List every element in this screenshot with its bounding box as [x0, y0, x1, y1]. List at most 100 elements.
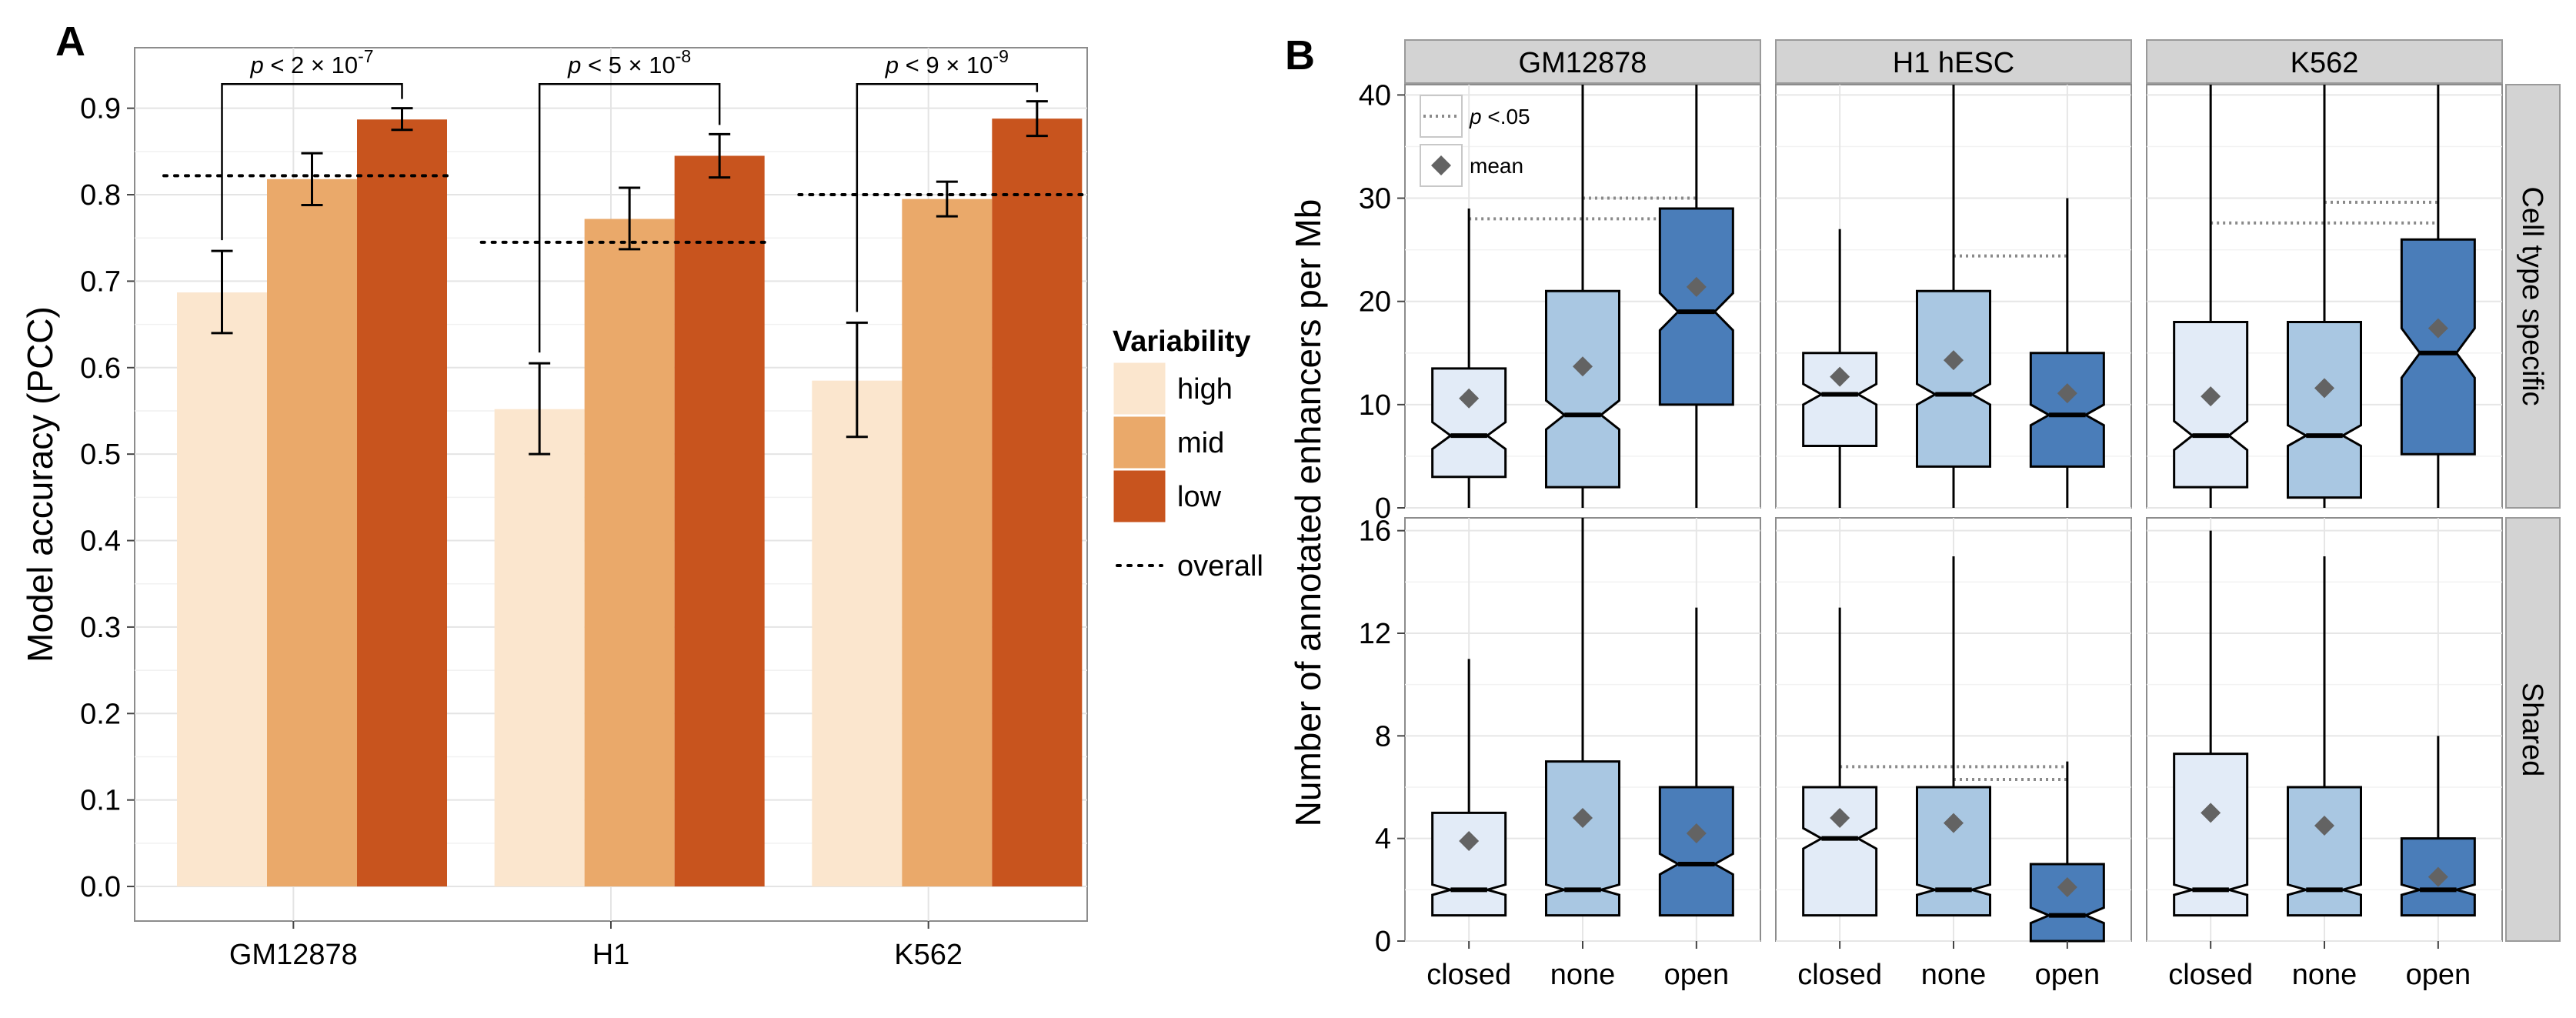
- mean-marker: [1686, 823, 1707, 843]
- error-bar-high-k562: [846, 321, 868, 439]
- bracket-line: [538, 82, 721, 353]
- box-closed: [1431, 208, 1507, 508]
- legend-label-high: high: [1177, 373, 1233, 406]
- box-body: [1916, 786, 1991, 917]
- box-open: [2029, 198, 2105, 508]
- box-closed: [1802, 607, 1878, 917]
- y-tick-label: 0.7: [80, 265, 121, 298]
- y-tick-label: 0: [1375, 926, 1391, 958]
- bar-high-gm12878: [177, 292, 267, 887]
- box-open: [1658, 85, 1734, 508]
- y-tick-label: 0.1: [80, 785, 121, 817]
- mean-marker: [1573, 808, 1593, 828]
- facet-shared-gm12878: [1404, 517, 1761, 942]
- legend-label-low: low: [1177, 481, 1222, 513]
- strip-label: K562: [2291, 47, 2359, 79]
- x-tick-label-open: open: [2035, 959, 2101, 991]
- box-open: [2400, 85, 2476, 508]
- box-body: [1658, 207, 1734, 406]
- panel-label-a: A: [55, 18, 85, 65]
- error-bar-mid-h1: [619, 186, 641, 251]
- box-body: [2287, 786, 2362, 917]
- box-body: [1802, 786, 1878, 917]
- p-value-label-gm12878: p < 2 × 10-7: [249, 46, 373, 78]
- inset-legend-sig-swatch: [1420, 95, 1463, 138]
- box-none: [2287, 556, 2362, 917]
- y-tick-label: 0.3: [80, 612, 121, 644]
- mean-marker: [2314, 816, 2334, 836]
- box-none: [1545, 518, 1620, 917]
- error-bar-mid-k562: [936, 180, 958, 218]
- p-value-label-h1: p < 5 × 10-8: [567, 46, 691, 78]
- box-none: [1916, 556, 1991, 917]
- strip-background: [1775, 39, 2132, 84]
- strip-background: [2146, 39, 2503, 84]
- y-tick-label: 8: [1375, 720, 1391, 753]
- panel-label-b: B: [1285, 32, 1315, 78]
- mean-marker: [1573, 356, 1593, 377]
- strip-label: Cell type specific: [2516, 186, 2548, 406]
- box-body: [1658, 786, 1734, 917]
- mean-marker: [2428, 318, 2448, 339]
- legend-swatch-mid: [1111, 414, 1168, 471]
- mean-marker: [1459, 831, 1480, 851]
- box-body: [2173, 753, 2249, 917]
- inset-legend-mean-marker: [1431, 155, 1451, 175]
- x-tick-label-gm12878: GM12878: [229, 939, 358, 971]
- y-tick-label: 0.5: [80, 439, 121, 471]
- box-open: [2029, 761, 2105, 943]
- x-tick-label-open: open: [2406, 959, 2471, 991]
- error-bar-low-gm12878: [391, 107, 413, 132]
- bar-mid-k562: [902, 199, 993, 887]
- box-none: [2287, 85, 2362, 508]
- strip-background: [2505, 517, 2561, 942]
- strip-background: [1404, 39, 1761, 84]
- y-tick-label: 20: [1359, 286, 1391, 319]
- inset-legend-sig-label: p <.05: [1469, 105, 1530, 129]
- panel-a-bar-chart: p < 2 × 10-7 p < 5 × 10-8 p < 9 × 10-9 0.0 0…: [20, 46, 1263, 971]
- mean-marker: [2201, 803, 2221, 823]
- panel-b-boxplot-grid: GM12878 H1 hESC K562 Cell type specific Shar…: [1288, 39, 2561, 991]
- x-tick-label-k562: K562: [894, 939, 963, 971]
- box-body: [1431, 811, 1507, 917]
- column-strip-k562: K562: [2146, 39, 2503, 84]
- bar-low-h1: [674, 155, 765, 887]
- significance-bracket-gm12878: p < 2 × 10-7: [221, 46, 403, 241]
- box-body: [1545, 760, 1620, 917]
- box-body: [1431, 367, 1507, 479]
- legend-title: Variability: [1113, 325, 1251, 358]
- y-tick-label: 0: [1375, 492, 1391, 525]
- facet-cell-type-specific-h1-hesc: [1775, 84, 2132, 509]
- facet-cell-type-specific-gm12878: [1404, 84, 1761, 509]
- bracket-line: [856, 82, 1039, 312]
- x-tick-label-open: open: [1664, 959, 1730, 991]
- significance-bracket-h1: p < 5 × 10-8: [538, 46, 721, 353]
- y-tick-label: 40: [1359, 79, 1391, 112]
- strip-label: H1 hESC: [1893, 47, 2014, 79]
- x-tick-label-closed: closed: [1426, 959, 1511, 991]
- bar-mid-gm12878: [267, 179, 357, 887]
- column-strip-h1-hesc: H1 hESC: [1775, 39, 2132, 84]
- y-tick-label: 4: [1375, 823, 1391, 856]
- mean-marker: [2428, 866, 2448, 887]
- x-tick-label-none: none: [2292, 959, 2357, 991]
- x-tick-label-closed: closed: [2168, 959, 2253, 991]
- legend-swatch-low: [1111, 468, 1168, 525]
- y-axis-title: Model accuracy (PCC): [20, 306, 60, 663]
- box-closed: [1431, 659, 1507, 917]
- strip-label: Shared: [2516, 683, 2548, 777]
- y-tick-label: 0.0: [80, 871, 121, 903]
- box-body: [1545, 289, 1620, 489]
- column-strip-gm12878: GM12878: [1404, 39, 1761, 84]
- bracket-line: [221, 82, 403, 241]
- error-bar-low-k562: [1026, 100, 1048, 138]
- bar-mid-h1: [584, 219, 675, 887]
- x-tick-label-closed: closed: [1797, 959, 1882, 991]
- mean-marker: [1944, 350, 1964, 371]
- bar-low-gm12878: [357, 119, 447, 887]
- box-open: [2400, 736, 2476, 917]
- mean-marker: [1830, 808, 1850, 828]
- mean-marker: [2057, 383, 2077, 404]
- box-closed: [1802, 229, 1878, 508]
